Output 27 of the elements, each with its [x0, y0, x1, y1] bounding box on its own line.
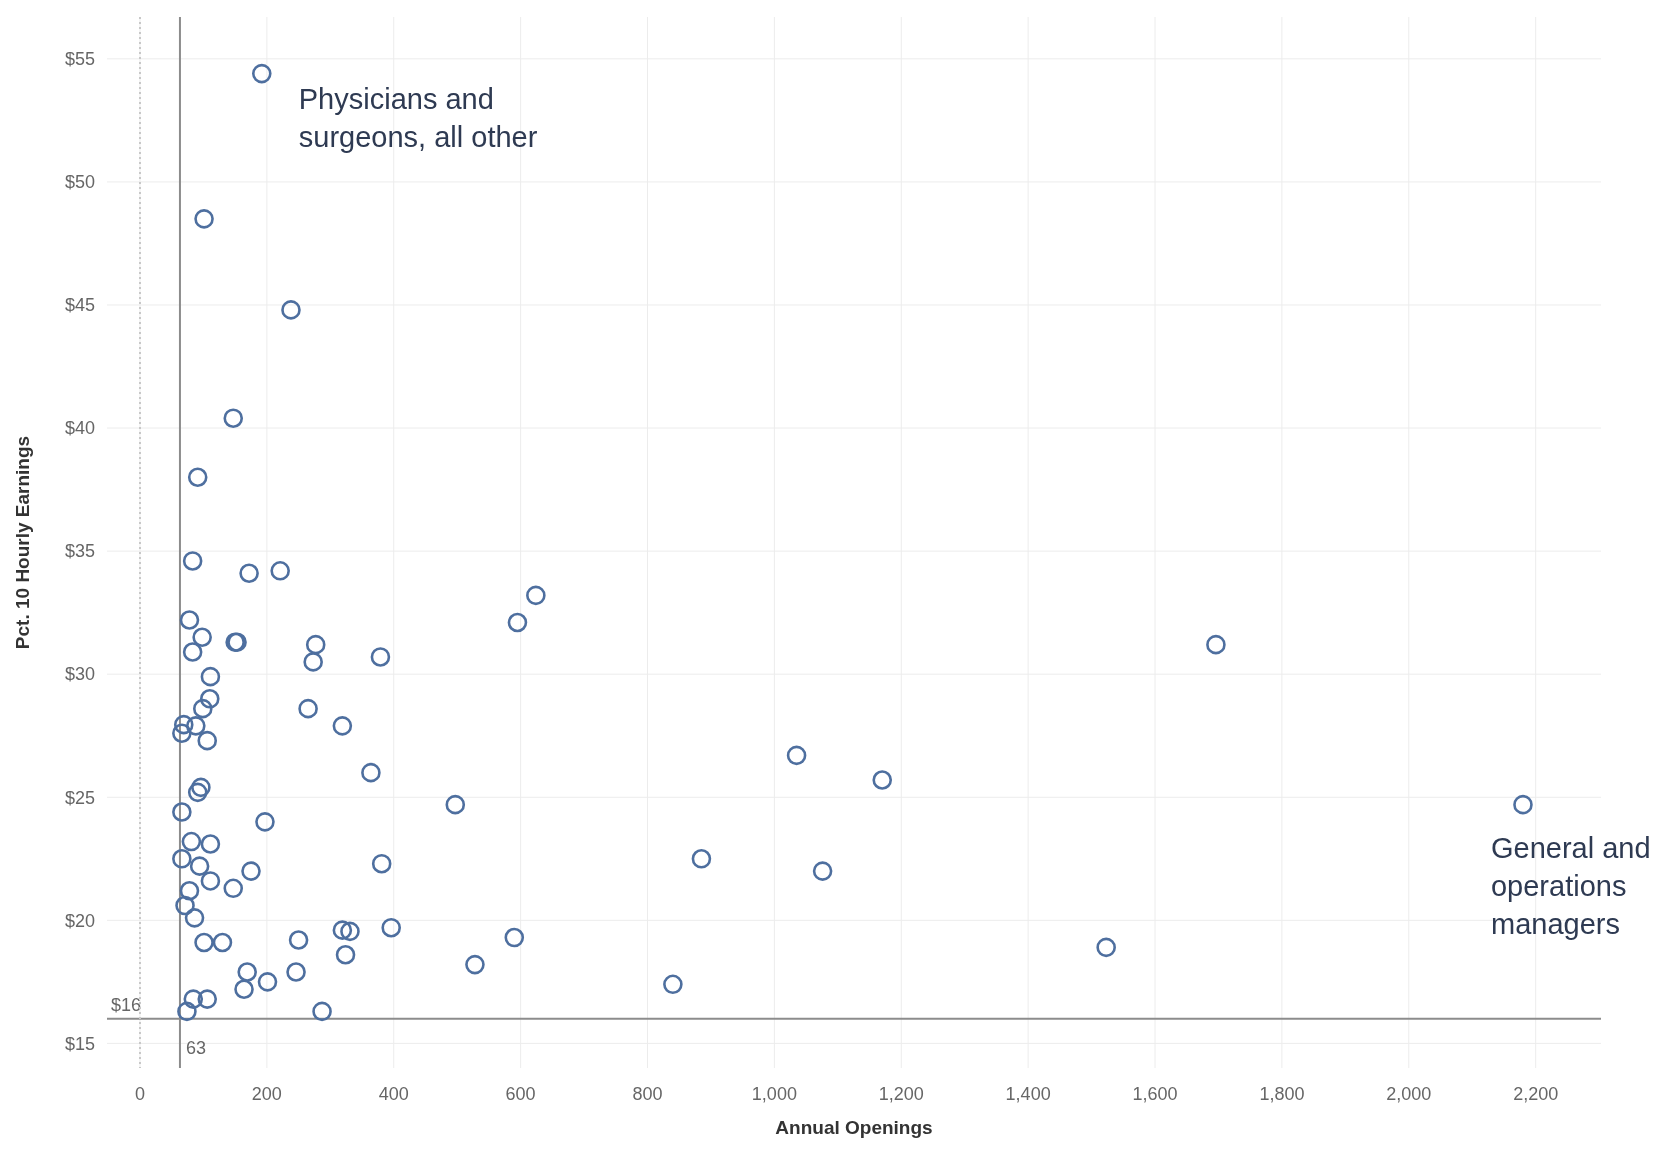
x-tick-label: 1,800: [1259, 1084, 1305, 1104]
y-tick-label: $40: [64, 418, 95, 439]
x-tick-label: 2,200: [1513, 1084, 1559, 1104]
y-tick-label: $50: [64, 172, 95, 193]
x-tick-label: 1,000: [751, 1084, 797, 1104]
x-tick-label: 1,200: [878, 1084, 924, 1104]
annotation: Physicians and surgeons, all other: [298, 82, 538, 153]
y-tick-label: $15: [64, 1033, 95, 1054]
y-tick-label: $25: [64, 787, 95, 808]
y-tick-label: $30: [64, 664, 95, 685]
x-tick-label: 400: [378, 1084, 409, 1104]
x-tick-label: 800: [632, 1084, 663, 1104]
y-tick-label: $45: [64, 295, 95, 316]
y-axis-title: Pct. 10 Hourly Earnings: [12, 435, 33, 650]
x-tick-label: 2,000: [1386, 1084, 1432, 1104]
x-tick-label: 0: [134, 1084, 145, 1104]
y-tick-label: $20: [64, 910, 95, 931]
y-tick-label: $35: [64, 541, 95, 562]
x-axis-title: Annual Openings: [775, 1117, 933, 1138]
x-tick-label: 1,400: [1005, 1084, 1051, 1104]
ref-line-label: 63: [185, 1038, 206, 1058]
ref-line-label: $16: [111, 994, 142, 1015]
x-tick-label: 600: [505, 1084, 536, 1104]
annotation: General and operations managers: [1490, 831, 1651, 940]
x-tick-label: 200: [251, 1084, 282, 1104]
y-tick-label: $55: [64, 49, 95, 70]
x-tick-label: 1,600: [1132, 1084, 1178, 1104]
